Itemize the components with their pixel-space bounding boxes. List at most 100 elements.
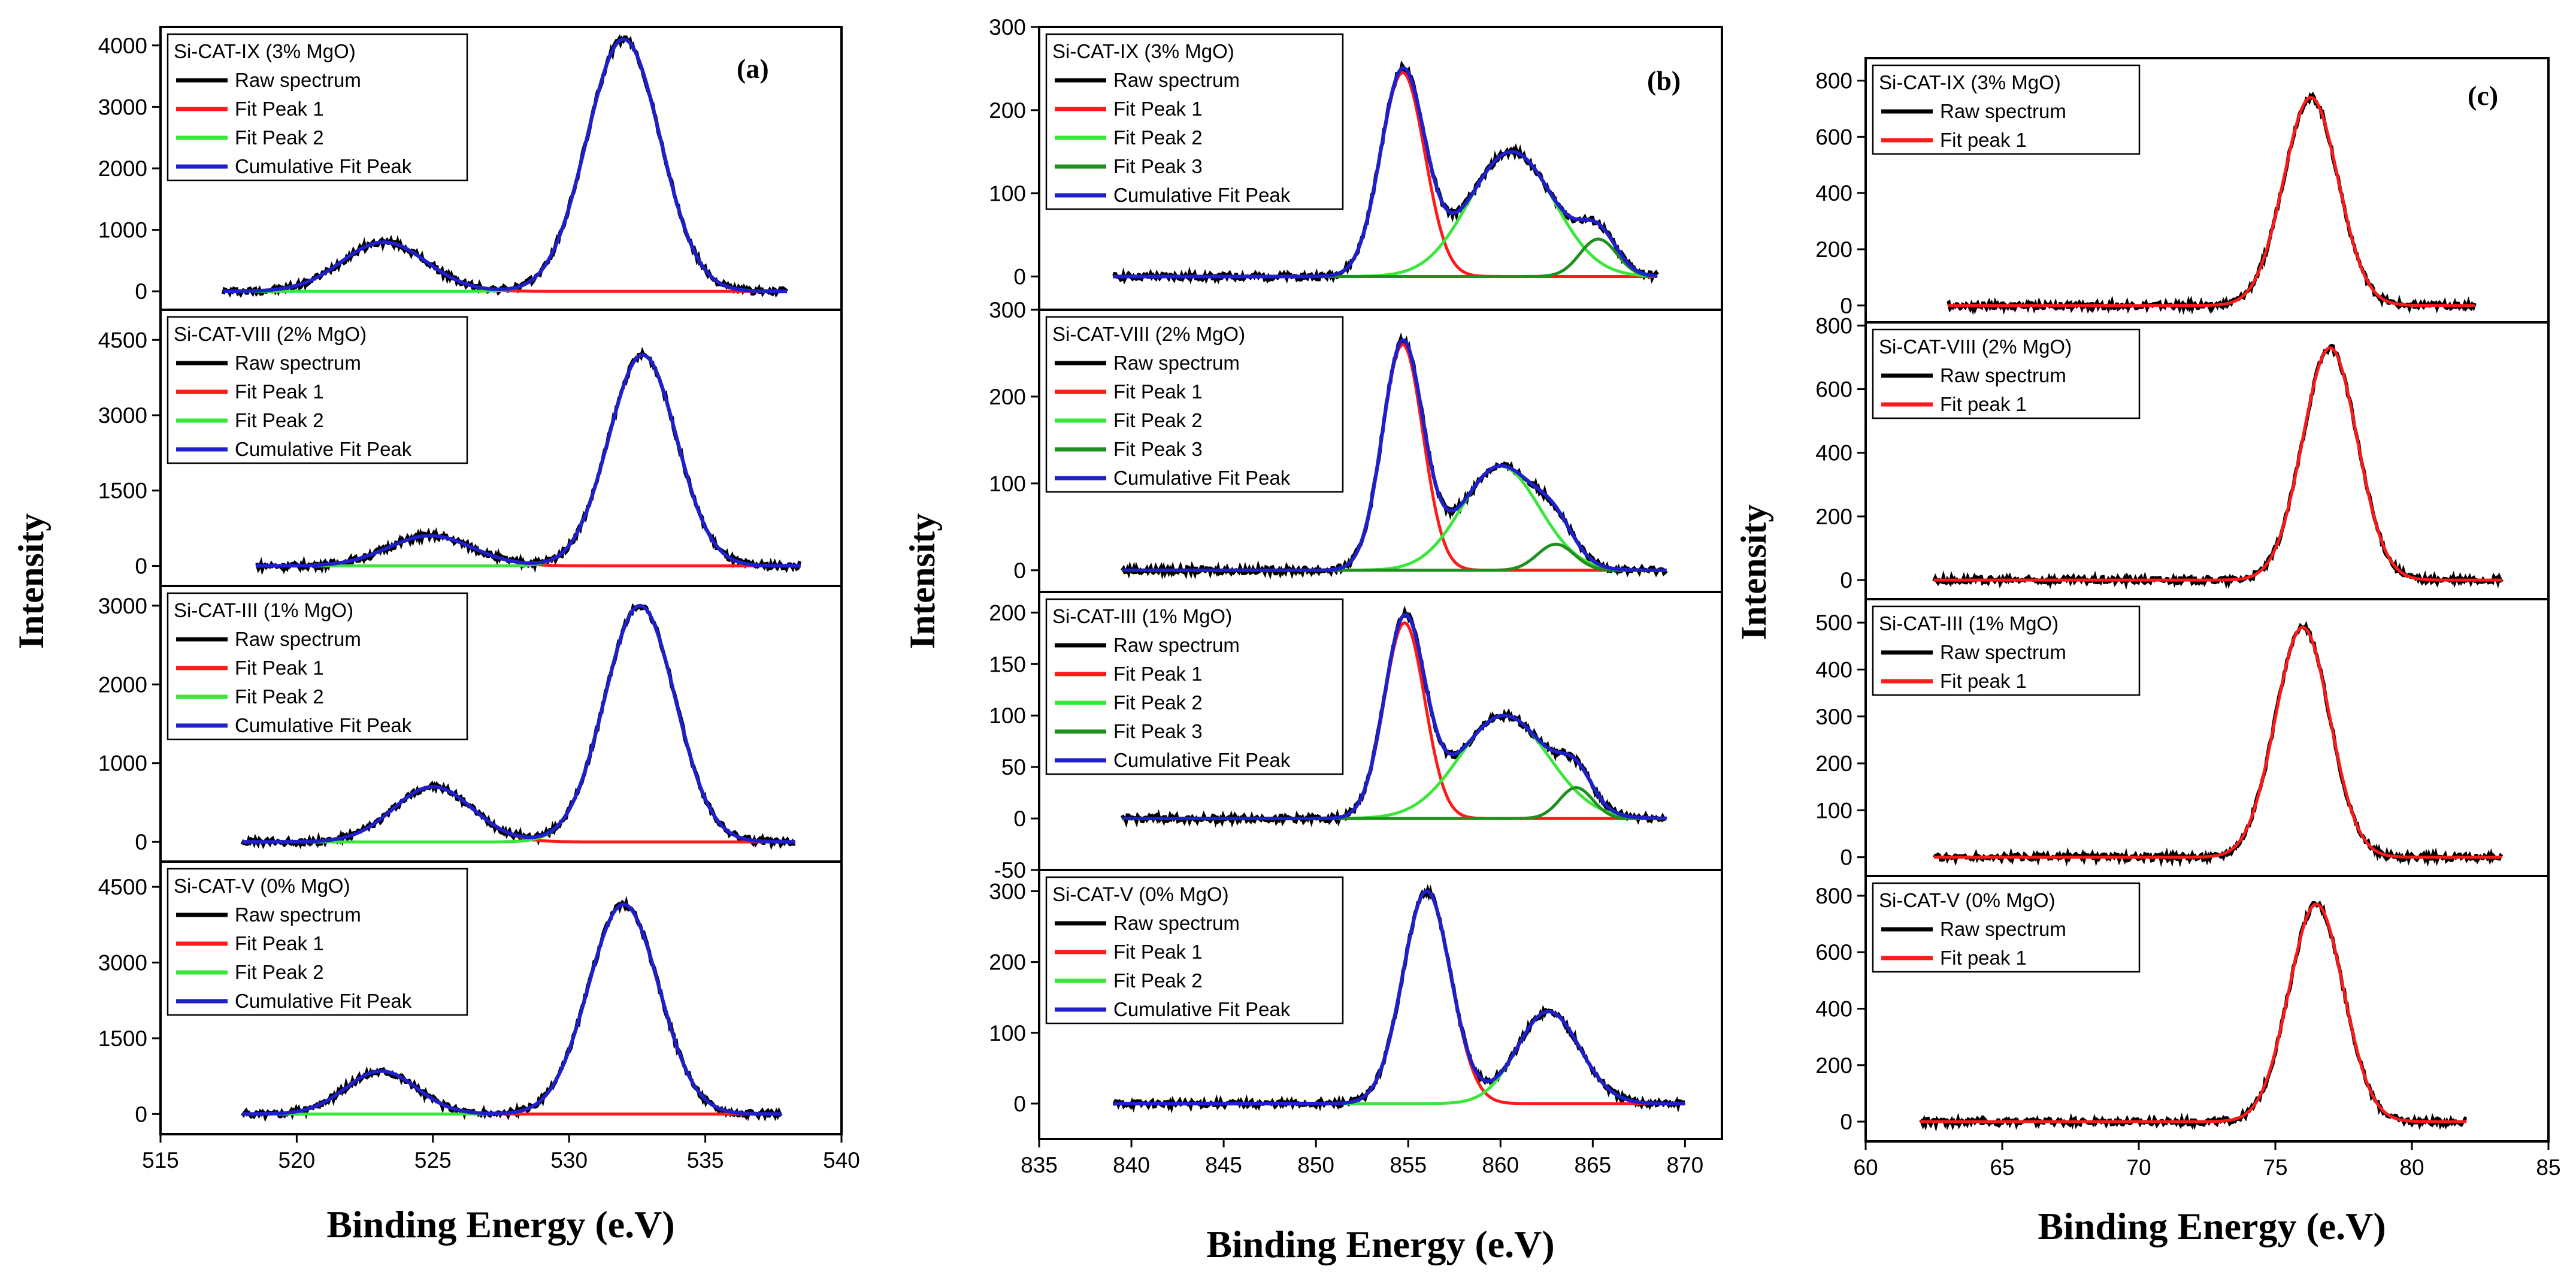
legend-entry: Raw spectrum xyxy=(1113,352,1240,374)
y-tick-label: 0 xyxy=(135,279,147,304)
legend-entry: Raw spectrum xyxy=(1113,69,1240,91)
y-axis-label: Intensity xyxy=(1734,504,1773,640)
fit-line-fit-peak-1 xyxy=(1934,626,2502,859)
legend-entry: Fit Peak 2 xyxy=(1113,126,1203,149)
legend-entry: Raw spectrum xyxy=(1940,100,2066,122)
cumulative-fit-line xyxy=(242,603,795,844)
y-tick-label: 800 xyxy=(1815,313,1852,338)
legend-box xyxy=(1045,598,1344,775)
x-tick-label: 855 xyxy=(1390,1153,1427,1177)
legend-entry: Raw spectrum xyxy=(1940,918,2066,940)
y-tick-label: 300 xyxy=(989,298,1026,322)
subplot-3: 0 100 200 300 Si-CAT-V (0% MgO) Raw spectrum F… xyxy=(989,869,1722,1116)
cumulative-fit-line xyxy=(1122,338,1667,572)
legend-entry: Cumulative Fit Peak xyxy=(1113,998,1291,1020)
legend-entry: Fit Peak 2 xyxy=(235,685,324,708)
fit-line-fit-peak-2 xyxy=(1113,1010,1685,1105)
legend-title: Si-CAT-VIII (2% MgO) xyxy=(1879,336,2072,358)
subplot-1: 0 200 400 600 800 Si-CAT-VIII (2% MgO) Raw spe… xyxy=(1815,313,2548,593)
legend-entry: Fit Peak 1 xyxy=(235,932,324,954)
legend-entry: Fit Peak 1 xyxy=(235,98,324,120)
y-tick-label: 1000 xyxy=(98,218,147,243)
y-tick-label: 600 xyxy=(1815,940,1852,965)
subplot-3: 0 1500 3000 4500 Si-CAT-V (0% MgO) Raw spectr… xyxy=(98,860,841,1126)
y-tick-label: 0 xyxy=(1013,558,1026,583)
y-tick-label: 600 xyxy=(1815,125,1852,149)
legend-entry: Raw spectrum xyxy=(235,352,361,374)
legend-entry: Fit Peak 1 xyxy=(1113,941,1203,963)
y-tick-label: 3000 xyxy=(98,951,147,975)
x-axis-label: Binding Energy (e.V) xyxy=(326,1203,674,1246)
legend-entry: Fit peak 1 xyxy=(1940,393,2027,415)
legend-entry: Fit Peak 2 xyxy=(235,961,324,983)
y-tick-label: 400 xyxy=(1815,181,1852,206)
x-tick-label: 870 xyxy=(1667,1153,1704,1177)
x-axis-label: Binding Energy (e.V) xyxy=(1206,1223,1554,1265)
y-tick-label: 800 xyxy=(1815,884,1852,908)
fit-line-fit-peak-1 xyxy=(1947,96,2475,307)
y-tick-label: 0 xyxy=(135,1102,147,1126)
x-tick-label: 840 xyxy=(1113,1153,1150,1177)
y-tick-label: 1500 xyxy=(98,1026,147,1051)
legend-entry: Fit Peak 3 xyxy=(1113,155,1203,177)
plot-frame xyxy=(159,26,843,1135)
legend-entry: Fit Peak 2 xyxy=(1113,691,1203,714)
legend-box xyxy=(1045,33,1344,210)
x-tick-label: 80 xyxy=(2399,1155,2424,1180)
y-tick-label: 200 xyxy=(989,385,1026,409)
y-tick-label: 50 xyxy=(1001,755,1026,780)
y-tick-label: 400 xyxy=(1815,997,1852,1022)
y-tick-label: 100 xyxy=(989,703,1026,728)
y-tick-label: 0 xyxy=(135,554,147,578)
x-tick-label: 835 xyxy=(1021,1153,1058,1177)
legend-title: Si-CAT-III (1% MgO) xyxy=(174,599,353,621)
y-tick-label: 100 xyxy=(989,1021,1026,1046)
legend-entry: Fit Peak 2 xyxy=(235,126,324,149)
subplot-1: 0 100 200 300 Si-CAT-VIII (2% MgO) Raw spectr… xyxy=(989,298,1722,583)
legend-title: Si-CAT-V (0% MgO) xyxy=(1879,889,2056,911)
legend-entry: Fit Peak 1 xyxy=(1113,98,1203,120)
panel-letter: (b) xyxy=(1647,65,1681,96)
y-tick-label: 200 xyxy=(1815,751,1852,776)
y-tick-label: 3000 xyxy=(98,95,147,119)
legend-entry: Cumulative Fit Peak xyxy=(1113,184,1291,206)
y-tick-label: 3000 xyxy=(98,594,147,618)
x-tick-label: 530 xyxy=(550,1148,588,1173)
subplot-2: 0 1000 2000 3000 Si-CAT-III (1% MgO) Raw spec… xyxy=(98,585,841,854)
subplot-2: 0 100 200 300 400 500 Si-CAT-III (1% MgO) Raw s… xyxy=(1815,598,2548,870)
cumulative-fit-line xyxy=(242,902,782,1116)
y-tick-label: 4000 xyxy=(98,34,147,58)
legend-entry: Fit Peak 2 xyxy=(235,409,324,431)
y-tick-label: 0 xyxy=(1840,294,1852,318)
fit-line-fit-peak-1 xyxy=(1934,346,2502,582)
y-tick-label: 600 xyxy=(1815,377,1852,402)
y-tick-label: 200 xyxy=(1815,1053,1852,1078)
legend-title: Si-CAT-IX (3% MgO) xyxy=(174,40,356,62)
legend-entry: Fit peak 1 xyxy=(1940,129,2027,151)
y-tick-label: 200 xyxy=(989,600,1026,625)
cumulative-fit-line xyxy=(256,353,801,568)
legend-title: Si-CAT-VIII (2% MgO) xyxy=(1052,323,1245,345)
y-tick-label: 1000 xyxy=(98,751,147,776)
subplot-0: 0 100 200 300 Si-CAT-IX (3% MgO) Raw spectrum… xyxy=(989,15,1659,289)
legend-entry: Cumulative Fit Peak xyxy=(235,714,412,736)
x-tick-label: 540 xyxy=(823,1148,860,1173)
legend-entry: Fit peak 1 xyxy=(1940,670,2027,692)
legend-title: Si-CAT-III (1% MgO) xyxy=(1879,612,2059,635)
x-tick-label: 75 xyxy=(2263,1155,2287,1180)
legend-entry: Raw spectrum xyxy=(235,69,361,91)
y-axis-label: Intensity xyxy=(903,513,942,649)
y-tick-label: 0 xyxy=(1013,264,1026,289)
cumulative-fit-line xyxy=(1113,66,1658,279)
legend-entry: Cumulative Fit Peak xyxy=(1113,467,1291,489)
legend-entry: Fit Peak 3 xyxy=(1113,720,1203,742)
cumulative-fit-line xyxy=(1122,612,1667,821)
y-tick-label: 200 xyxy=(989,950,1026,975)
legend-box xyxy=(1045,316,1344,493)
legend-entry: Cumulative Fit Peak xyxy=(1113,749,1291,771)
subplot-0: 0 1000 2000 3000 4000 Si-CAT-IX (3% MgO) Raw s… xyxy=(98,33,789,304)
legend-title: Si-CAT-IX (3% MgO) xyxy=(1879,71,2061,93)
y-tick-label: 100 xyxy=(989,472,1026,496)
cumulative-fit-line xyxy=(223,37,787,294)
cumulative-fit-line xyxy=(1113,889,1685,1105)
